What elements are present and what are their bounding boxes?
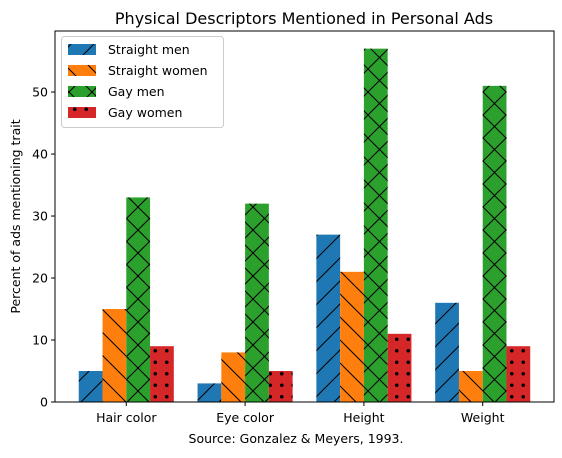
chart-title: Physical Descriptors Mentioned in Person… (115, 9, 493, 28)
bar-hatch (506, 346, 531, 402)
x-axis-label: Source: Gonzalez & Meyers, 1993. (189, 431, 404, 446)
y-tick-label: 20 (32, 271, 48, 286)
y-tick-label: 50 (32, 85, 48, 100)
x-axis-ticks: Hair color Eye color Height Weight (96, 402, 505, 425)
bar-gay-women-hair-color (150, 346, 174, 402)
bar-hatch (316, 234, 341, 402)
bar-hatch (268, 371, 293, 402)
bar-hatch (150, 346, 174, 402)
bar-hatch (363, 48, 388, 403)
bar-gay-men-hair-color (126, 197, 151, 402)
bar-hatch (126, 197, 151, 402)
legend-frame (61, 36, 224, 128)
legend-item-gay-men: Gay men (68, 84, 165, 99)
legend-swatch-hatch (68, 65, 96, 76)
bar-hatch (197, 383, 222, 402)
y-tick-label: 30 (32, 209, 48, 224)
legend-swatch-hatch (68, 44, 96, 55)
legend: Straight men Straight women Gay men Gay wom… (61, 36, 224, 128)
bar-straight-women-weight (458, 371, 483, 402)
y-tick-label: 0 (40, 395, 48, 410)
y-axis-label: Percent of ads mentioning trait (8, 119, 23, 313)
x-tick-label-height: Height (343, 410, 384, 425)
x-tick-label-weight: Weight (461, 410, 505, 425)
legend-item-gay-women: Gay women (68, 105, 182, 120)
bar-straight-men-hair-color (78, 371, 103, 402)
bar-hatch (102, 309, 127, 402)
legend-label: Straight women (108, 63, 208, 78)
bar-straight-men-height (316, 234, 341, 402)
y-axis-ticks: 0 10 20 30 40 50 (32, 85, 55, 410)
bar-straight-women-eye-color (221, 352, 246, 402)
bar-straight-men-eye-color (197, 383, 222, 402)
bar-gay-men-weight (482, 85, 507, 402)
bar-hatch (387, 333, 412, 402)
bar-gay-women-weight (506, 346, 531, 402)
y-tick-label: 40 (32, 147, 48, 162)
legend-label: Straight men (108, 42, 190, 57)
bar-gay-men-height (363, 48, 388, 403)
bar-hatch (245, 203, 269, 402)
bars-layer (78, 48, 531, 403)
bar-straight-women-height (340, 271, 364, 402)
legend-label: Gay women (108, 105, 182, 120)
bar-hatch (340, 271, 364, 402)
bar-gay-women-height (387, 333, 412, 402)
bar-gay-women-eye-color (268, 371, 293, 402)
legend-swatch-hatch (68, 107, 96, 118)
legend-swatch-hatch (68, 86, 96, 97)
y-tick-label: 10 (32, 333, 48, 348)
bar-hatch (221, 352, 246, 402)
bar-gay-men-eye-color (245, 203, 269, 402)
bar-straight-men-weight (435, 302, 459, 402)
x-tick-label-hair-color: Hair color (96, 410, 157, 425)
legend-item-straight-women: Straight women (68, 63, 208, 78)
x-tick-label-eye-color: Eye color (216, 410, 275, 425)
bar-hatch (78, 371, 103, 402)
bar-straight-women-hair-color (102, 309, 127, 402)
bar-hatch (435, 302, 459, 402)
legend-label: Gay men (108, 84, 165, 99)
legend-item-straight-men: Straight men (68, 42, 190, 57)
bar-hatch (482, 85, 507, 402)
bar-hatch (458, 371, 483, 402)
